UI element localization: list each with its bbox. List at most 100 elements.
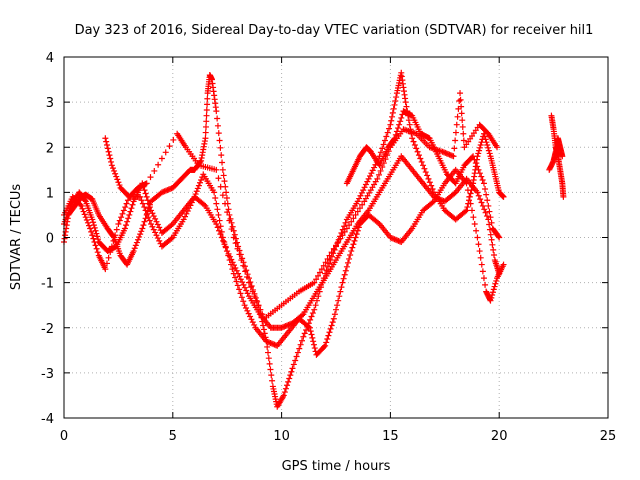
data-point-marker	[143, 180, 150, 187]
data-point-marker	[220, 172, 227, 179]
data-point-marker	[491, 251, 498, 258]
data-point-marker	[215, 211, 222, 218]
data-point-marker	[485, 147, 492, 154]
data-point-marker	[216, 217, 223, 224]
data-point-marker	[459, 117, 466, 124]
data-point-marker	[496, 234, 503, 241]
data-point-marker	[211, 189, 218, 196]
x-tick-label: 5	[169, 429, 177, 444]
data-point-marker	[139, 200, 146, 207]
data-point-marker	[265, 355, 272, 362]
data-point-marker	[406, 121, 413, 128]
data-point-marker	[226, 217, 233, 224]
data-point-marker	[112, 170, 119, 177]
data-point-marker	[139, 225, 146, 232]
data-point-marker	[482, 185, 489, 192]
x-tick-label: 10	[273, 429, 290, 444]
data-point-marker	[359, 201, 366, 208]
data-point-marker	[495, 233, 502, 240]
data-point-marker	[470, 214, 477, 221]
data-point-marker	[458, 110, 465, 117]
data-point-marker	[354, 208, 361, 215]
data-point-marker	[403, 103, 410, 110]
data-point-marker	[109, 165, 116, 172]
data-point-marker	[560, 193, 567, 200]
data-point-marker	[485, 144, 492, 151]
data-point-marker	[221, 239, 228, 246]
data-point-marker	[119, 210, 126, 217]
data-point-marker	[327, 325, 334, 332]
data-point-marker	[479, 176, 486, 183]
data-point-marker	[493, 277, 500, 284]
data-point-marker	[330, 315, 337, 322]
data-point-marker	[299, 337, 305, 344]
data-point-marker	[146, 217, 153, 224]
data-point-marker	[311, 345, 318, 352]
data-point-marker	[361, 184, 368, 191]
data-point-marker	[264, 343, 271, 350]
data-point-marker	[251, 293, 258, 300]
data-point-marker	[251, 321, 258, 328]
series-track-6	[546, 112, 567, 200]
data-point-marker	[155, 161, 162, 168]
data-point-marker	[225, 206, 232, 213]
data-point-marker	[389, 113, 396, 120]
data-point-marker	[309, 334, 316, 341]
data-point-marker	[122, 204, 129, 211]
data-point-marker	[128, 205, 135, 212]
data-point-marker	[384, 129, 391, 136]
data-point-marker	[222, 243, 229, 250]
data-point-marker	[483, 213, 490, 220]
data-point-marker	[240, 298, 247, 305]
data-point-marker	[229, 266, 236, 273]
data-point-marker	[346, 255, 353, 262]
data-point-marker	[371, 164, 378, 171]
data-point-marker	[476, 147, 483, 154]
data-point-marker	[453, 121, 460, 128]
data-point-marker	[343, 225, 350, 232]
data-point-marker	[84, 219, 91, 226]
data-point-marker	[397, 118, 404, 125]
data-point-marker	[78, 202, 85, 209]
data-point-marker	[428, 182, 435, 189]
data-point-marker	[488, 294, 495, 301]
data-point-marker	[482, 209, 489, 216]
data-point-marker	[375, 219, 382, 226]
data-point-marker	[393, 128, 400, 135]
data-point-marker	[329, 319, 336, 326]
data-point-marker	[153, 232, 160, 239]
data-point-marker	[213, 220, 220, 227]
data-point-marker	[483, 139, 490, 146]
data-point-marker	[379, 145, 386, 152]
data-point-marker	[142, 207, 149, 214]
data-point-marker	[324, 336, 331, 343]
data-point-marker	[114, 176, 121, 183]
data-point-marker	[191, 193, 198, 200]
data-point-marker	[108, 158, 115, 165]
data-point-marker	[113, 173, 120, 180]
data-point-marker	[474, 234, 481, 241]
data-point-marker	[475, 150, 482, 157]
data-point-marker	[429, 199, 436, 206]
data-point-marker	[186, 205, 193, 212]
data-point-marker	[457, 96, 464, 103]
data-point-marker	[464, 187, 471, 194]
data-point-marker	[120, 207, 127, 214]
data-point-marker	[339, 279, 346, 286]
data-point-marker	[414, 148, 421, 155]
data-point-marker	[287, 372, 294, 379]
data-point-marker	[391, 135, 398, 142]
data-point-marker	[476, 248, 483, 255]
y-tick-label: 2	[46, 141, 54, 156]
data-point-marker	[316, 269, 323, 276]
data-point-marker	[477, 254, 484, 261]
data-point-marker	[421, 165, 428, 172]
data-point-marker	[116, 182, 123, 189]
data-point-marker	[336, 293, 343, 300]
data-point-marker	[328, 249, 335, 256]
data-point-marker	[202, 135, 209, 142]
series-track-3	[61, 166, 507, 358]
data-point-marker	[286, 375, 293, 382]
data-point-marker	[219, 234, 226, 241]
data-point-marker	[305, 323, 312, 330]
